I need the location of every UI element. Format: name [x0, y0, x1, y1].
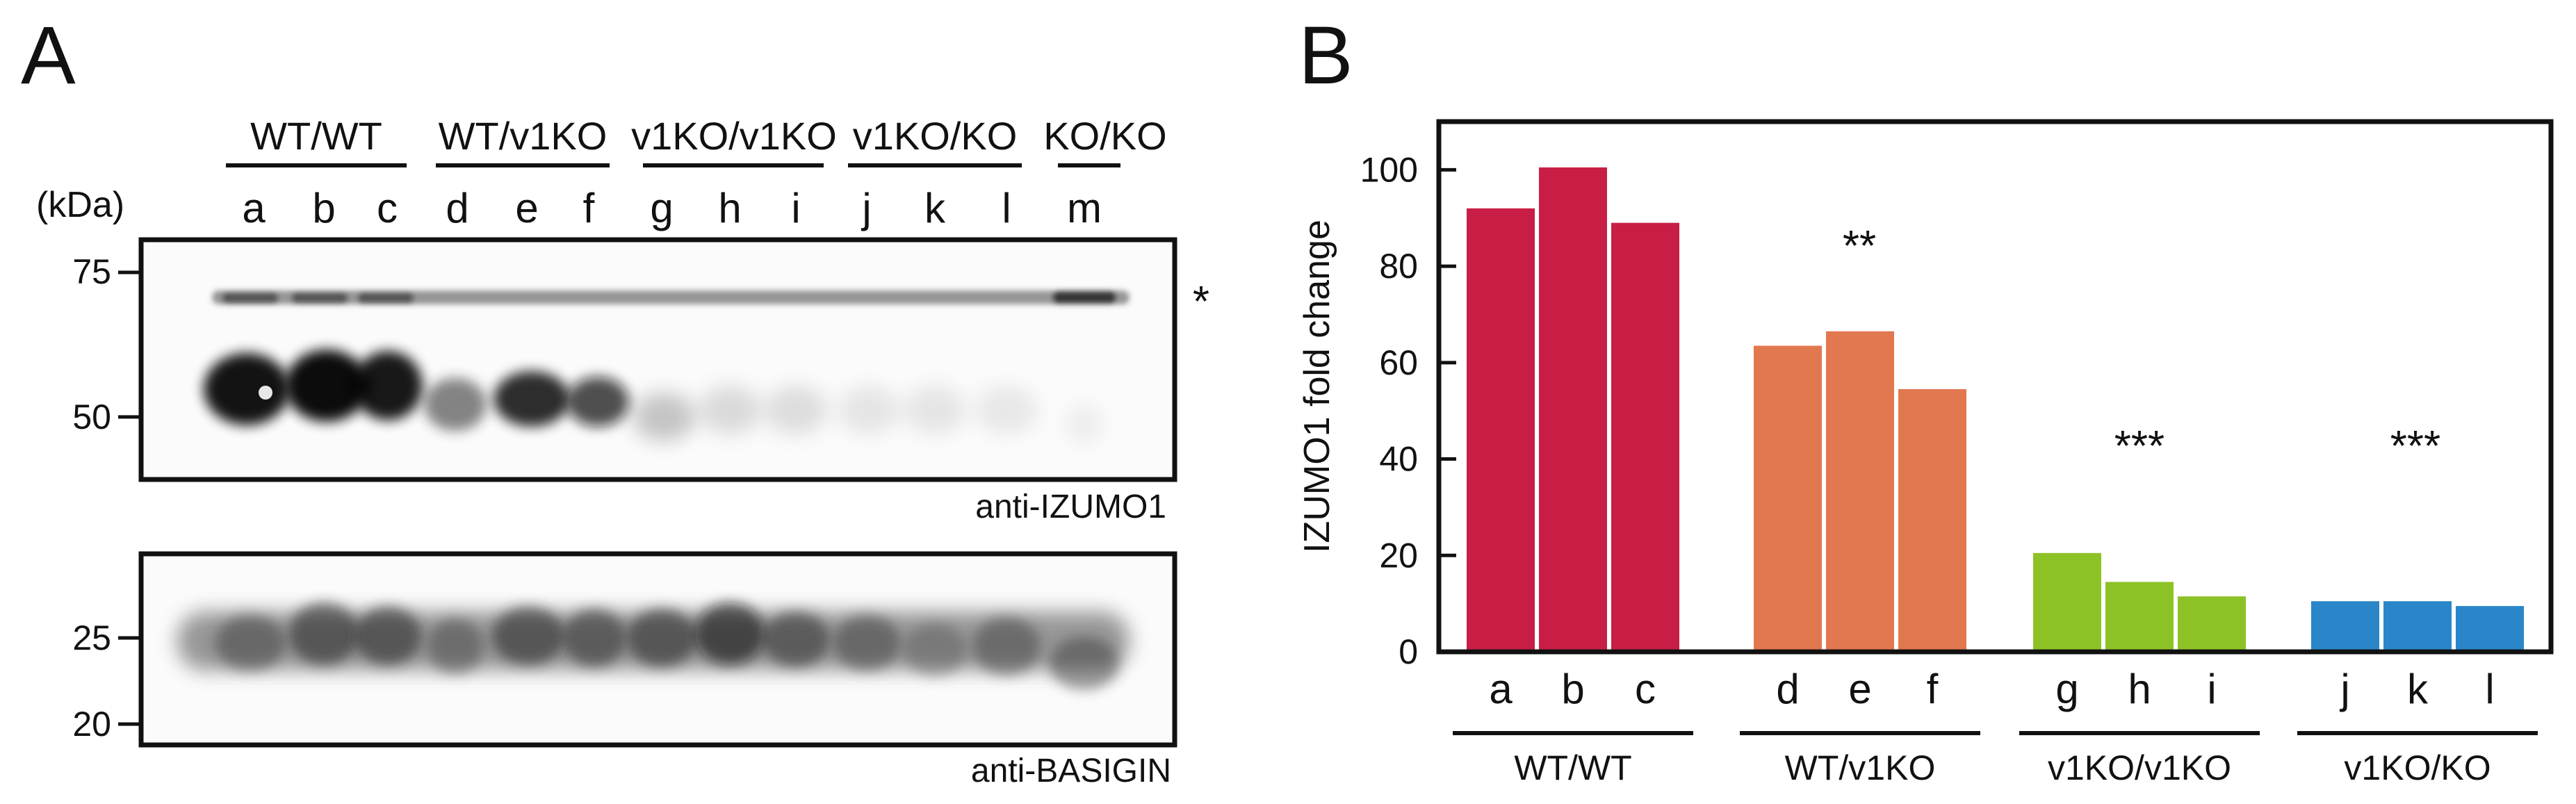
- x-tick-label-i: i: [2207, 666, 2216, 712]
- significance-wt-v1ko: **: [1843, 222, 1876, 270]
- y-tick-label-60: 60: [1379, 343, 1418, 382]
- y-tick-label-20: 20: [1379, 536, 1418, 575]
- chart-bars: [1467, 167, 2524, 653]
- bar-e: [1826, 331, 1894, 652]
- bar-h: [2105, 582, 2174, 652]
- nonspecific-band-star: *: [1193, 278, 1209, 326]
- x-tick-label-j: j: [2339, 666, 2349, 712]
- x-tick-label-c: c: [1635, 666, 1656, 712]
- group-header-ko-ko: KO/KO: [1043, 114, 1166, 158]
- lane-label-k: k: [924, 185, 946, 231]
- group-label-0: WT/WT: [1514, 748, 1631, 787]
- group-axis: WT/WT WT/v1KO v1KO/v1KO v1KO/KO: [1453, 731, 2538, 787]
- lane-label-i: i: [791, 185, 800, 231]
- lane-label-f: f: [583, 185, 595, 231]
- blot-basigin-caption: anti-BASIGIN: [971, 753, 1171, 789]
- group-label-2: v1KO/v1KO: [2048, 748, 2231, 787]
- y-axis-title: IZUMO1 fold change: [1297, 220, 1337, 553]
- blot-lane-labels: (kDa) a b c d e f g h i j k l m: [36, 185, 1102, 231]
- lane-label-m: m: [1067, 185, 1102, 231]
- bar-l: [2456, 606, 2524, 652]
- x-tick-label-a: a: [1489, 666, 1513, 712]
- y-tick-label-80: 80: [1379, 247, 1418, 286]
- x-tick-label-f: f: [1927, 666, 1939, 712]
- x-tick-label-h: h: [2128, 666, 2151, 712]
- blot-band-row-upper: [212, 290, 1130, 304]
- marker-50: 50: [72, 397, 111, 436]
- bar-f: [1898, 388, 1966, 652]
- y-tick-label-0: 0: [1399, 632, 1418, 671]
- x-tick-label-l: l: [2485, 666, 2494, 712]
- lane-label-e: e: [515, 185, 538, 231]
- blot-band-row-izumo1: [204, 350, 1102, 445]
- significance-v1ko-ko: ***: [2390, 422, 2440, 470]
- lane-label-a: a: [242, 185, 266, 231]
- blot-izumo1-frame: [138, 237, 1177, 482]
- lane-label-g: g: [650, 185, 673, 231]
- bar-i: [2178, 596, 2246, 652]
- lane-label-c: c: [377, 185, 398, 231]
- marker-25: 25: [72, 618, 111, 657]
- lane-label-b: b: [312, 185, 335, 231]
- group-label-3: v1KO/KO: [2344, 748, 2491, 787]
- y-tick-label-40: 40: [1379, 440, 1418, 479]
- kda-label: (kDa): [36, 185, 124, 225]
- panel-b-label: B: [1298, 10, 1353, 101]
- lane-label-l: l: [1002, 185, 1011, 231]
- blot-basigin-frame: [138, 551, 1177, 748]
- blot-izumo1-caption: anti-IZUMO1: [975, 489, 1166, 525]
- bar-chart: 0 20 40 60 80 100 a b c d e f g h i j k l WT/WT WT/v1KO v1…: [1297, 119, 2554, 787]
- bar-d: [1754, 345, 1822, 652]
- bar-b: [1539, 167, 1607, 653]
- panel-a-label: A: [21, 10, 76, 101]
- x-axis-labels: a b c d e f g h i j k l: [1489, 666, 2494, 712]
- marker-20: 20: [72, 705, 111, 744]
- group-header-v1ko-v1ko: v1KO/v1KO: [631, 114, 837, 158]
- bar-g: [2033, 552, 2101, 652]
- lane-label-h: h: [718, 185, 741, 231]
- x-tick-label-g: g: [2055, 666, 2078, 712]
- bar-a: [1467, 208, 1535, 652]
- group-header-v1ko-ko: v1KO/KO: [853, 114, 1018, 158]
- blot-izumo1: 75 50 * anti-IZUMO1: [72, 237, 1209, 525]
- group-label-1: WT/v1KO: [1785, 748, 1936, 787]
- group-header-wt-wt: WT/WT: [250, 114, 382, 158]
- group-header-wt-v1ko: WT/v1KO: [439, 114, 608, 158]
- lane-label-j: j: [861, 185, 871, 231]
- blot-band-row-basigin: [177, 602, 1130, 690]
- blot-group-headers: WT/WT WT/v1KO v1KO/v1KO v1KO/KO KO/KO: [226, 114, 1167, 167]
- y-axis: 0 20 40 60 80 100: [1360, 150, 1456, 671]
- plot-frame: [1436, 119, 2554, 655]
- x-tick-label-e: e: [1848, 666, 1871, 712]
- x-tick-label-d: d: [1776, 666, 1799, 712]
- bar-j: [2311, 601, 2379, 652]
- x-tick-label-k: k: [2407, 666, 2429, 712]
- bar-c: [1611, 222, 1679, 652]
- significance-v1ko-v1ko: ***: [2114, 422, 2165, 470]
- lane-label-d: d: [446, 185, 468, 231]
- x-tick-label-b: b: [1561, 666, 1584, 712]
- marker-75: 75: [72, 252, 111, 291]
- blot-basigin: 25 20 anti-BASIGIN: [72, 551, 1177, 789]
- y-tick-label-100: 100: [1360, 150, 1418, 189]
- bar-k: [2383, 601, 2452, 652]
